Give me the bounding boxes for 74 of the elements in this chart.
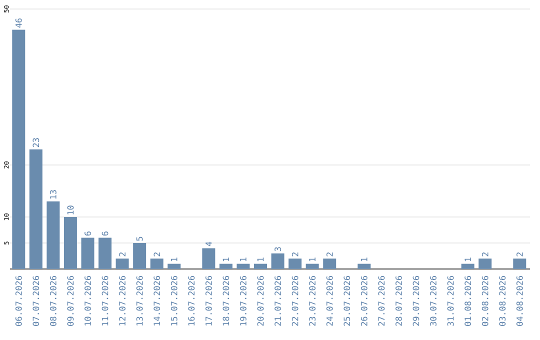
x-tick-label: 13.07.2026	[136, 276, 143, 326]
bar	[478, 258, 492, 269]
x-tick-label: 25.07.2026	[344, 276, 350, 326]
x-tick-label: 15.07.2026	[170, 276, 178, 326]
data-label: 1	[361, 258, 368, 262]
x-tick-label: 22.07.2026	[292, 276, 298, 326]
bar	[219, 264, 232, 269]
x-tick-label: 14.07.2026	[154, 276, 160, 326]
bar	[46, 201, 60, 269]
data-label: 2	[119, 252, 126, 256]
data-label: 1	[257, 258, 264, 262]
bar	[150, 258, 164, 269]
x-tick-label: 28.07.2026	[396, 276, 402, 326]
data-label: 3	[274, 247, 281, 252]
data-label: 2	[326, 252, 333, 256]
bar	[358, 264, 371, 269]
data-label: 2	[292, 252, 298, 256]
x-tick-label: 10.07.2026	[84, 276, 91, 326]
data-label: 13	[50, 190, 56, 199]
bar	[98, 238, 112, 269]
data-label: 4	[206, 242, 212, 246]
data-label: 1	[240, 258, 246, 262]
data-label: 1	[222, 258, 230, 262]
x-tick-label: 01.08.2026	[464, 276, 472, 326]
data-label: 23	[32, 138, 40, 148]
data-label: 2	[154, 252, 160, 256]
bar	[12, 30, 26, 269]
x-tick-label: 11.07.2026	[102, 276, 108, 326]
data-label: 1	[464, 258, 471, 262]
bar	[306, 264, 319, 269]
data-label: 2	[482, 252, 488, 256]
data-label: 1	[309, 258, 316, 262]
x-tick-label: 26.07.2026	[360, 276, 368, 326]
x-tick-label: 03.08.2026	[499, 276, 506, 326]
bar	[236, 264, 250, 269]
x-tick-label: 16.07.2026	[188, 276, 195, 326]
x-tick-label: 21.07.2026	[274, 276, 281, 326]
data-label: 10	[67, 206, 74, 214]
x-tick-label: 20.07.2026	[257, 276, 264, 326]
x-tick-label: 08.07.2026	[50, 276, 56, 326]
x-tick-label: 17.07.2026	[205, 276, 212, 326]
data-label: 46	[15, 18, 22, 28]
x-tick-label: 06.07.2026	[15, 276, 22, 326]
bar	[513, 258, 526, 269]
x-tick-label: 12.07.2026	[119, 276, 126, 326]
x-tick-label: 23.07.2026	[309, 276, 316, 326]
x-tick-label: 19.07.2026	[240, 276, 246, 326]
bar	[29, 149, 42, 269]
bar	[461, 264, 474, 269]
x-tick-label: 29.07.2026	[412, 276, 420, 326]
x-tick-label: 07.07.2026	[32, 276, 40, 326]
bar	[133, 243, 146, 269]
bar	[271, 253, 284, 269]
x-tick-label: 24.07.2026	[326, 276, 333, 326]
bar	[288, 258, 302, 269]
bar	[116, 258, 129, 269]
data-label: 1	[171, 258, 178, 262]
x-tick-label: 27.07.2026	[378, 276, 385, 326]
x-tick-label: 09.07.2026	[67, 276, 74, 326]
data-label: 5	[136, 236, 143, 241]
x-tick-label: 30.07.2026	[430, 276, 436, 326]
x-tick-label: 04.08.2026	[516, 276, 523, 326]
bar	[64, 217, 77, 269]
bar	[323, 258, 336, 269]
data-label: 6	[84, 232, 91, 236]
x-tick-label: 31.07.2026	[447, 276, 454, 326]
bar	[202, 248, 216, 269]
data-label: 2	[516, 252, 523, 256]
x-tick-label: 02.08.2026	[482, 276, 488, 326]
bar	[254, 264, 268, 269]
bar	[168, 264, 181, 269]
data-label: 6	[102, 232, 108, 236]
x-tick-label: 18.07.2026	[222, 276, 230, 326]
bar	[81, 238, 94, 269]
